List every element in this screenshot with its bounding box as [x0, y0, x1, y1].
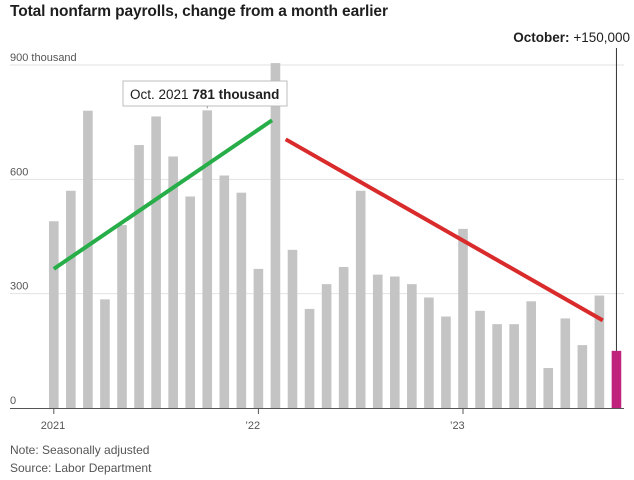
x-tick-label: ’22: [245, 420, 260, 432]
y-tick-label: 300: [10, 281, 28, 293]
bar: [594, 295, 605, 408]
bar: [424, 297, 434, 408]
latest-value-label: October: +150,000: [513, 30, 630, 45]
bar: [168, 156, 178, 408]
callout-box: [122, 80, 288, 107]
footnote: Note: Seasonally adjusted: [10, 443, 150, 457]
latest-month: October:: [513, 30, 570, 45]
bar: [475, 310, 485, 408]
y-tick-label: 600: [10, 166, 28, 178]
bar: [526, 301, 536, 408]
axes: 0 300 600 900 thousand 2021 ’22 ’23: [10, 48, 624, 432]
bar: [287, 249, 298, 408]
bar: [372, 274, 383, 408]
bars: [49, 63, 622, 409]
callout-value: 781 thousand: [192, 87, 279, 102]
bar: [458, 228, 468, 408]
chart-title: Total nonfarm payrolls, change from a mo…: [10, 3, 388, 20]
bar: [390, 276, 400, 408]
bar: [66, 190, 76, 408]
bar: [134, 145, 144, 409]
bar: [117, 225, 127, 408]
bar: [304, 308, 315, 408]
y-tick-label: 900 thousand: [10, 52, 77, 64]
bar: [185, 196, 195, 408]
x-tick-label: 2021: [41, 420, 65, 432]
bar: [560, 318, 571, 408]
bar: [355, 190, 366, 408]
bar: [202, 110, 213, 408]
bar: [407, 284, 417, 408]
bar: [543, 367, 554, 408]
bar: [492, 324, 502, 408]
bar: [100, 299, 110, 408]
x-tick-label: ’23: [450, 420, 465, 432]
bar: [270, 63, 281, 408]
bar: [441, 316, 451, 408]
latest-value: +150,000: [573, 30, 630, 45]
grid-lines: [10, 64, 624, 295]
bar: [151, 116, 161, 408]
callout: Oct. 2021 781 thousand: [122, 80, 288, 109]
bar: [49, 221, 59, 408]
callout-date: Oct. 2021 781 thousand: [130, 87, 279, 102]
bar: [253, 268, 264, 408]
y-tick-label: 0: [10, 395, 16, 407]
bar: [219, 175, 230, 408]
bar: [321, 284, 332, 408]
source-note: Source: Labor Department: [10, 461, 152, 475]
trend-line-falling: [284, 137, 604, 323]
bar: [83, 110, 93, 408]
bar: [577, 345, 588, 408]
bar: [509, 324, 519, 408]
bar: [236, 192, 247, 408]
bar: [338, 266, 349, 408]
trend-lines: [52, 118, 604, 323]
trend-line-rising: [52, 118, 274, 271]
bar-highlight: [611, 350, 622, 408]
